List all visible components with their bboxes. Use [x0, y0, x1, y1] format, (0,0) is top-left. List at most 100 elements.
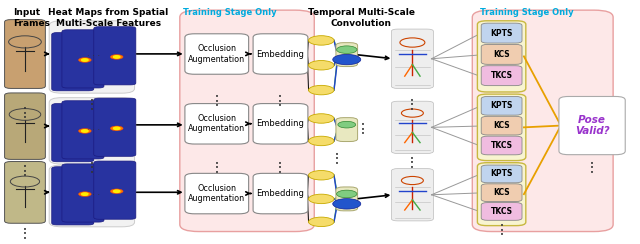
Circle shape [308, 194, 334, 204]
FancyBboxPatch shape [392, 29, 433, 88]
FancyBboxPatch shape [49, 21, 134, 93]
FancyBboxPatch shape [185, 173, 248, 214]
Circle shape [113, 127, 120, 130]
Text: Input
Frames: Input Frames [13, 9, 50, 28]
FancyBboxPatch shape [481, 184, 522, 202]
FancyBboxPatch shape [336, 43, 358, 67]
Circle shape [113, 190, 120, 193]
FancyBboxPatch shape [180, 10, 314, 232]
Text: •
•
•: • • • [278, 94, 282, 109]
FancyBboxPatch shape [481, 203, 522, 220]
FancyBboxPatch shape [392, 101, 433, 153]
Circle shape [308, 36, 334, 45]
Circle shape [79, 58, 92, 62]
FancyBboxPatch shape [62, 30, 104, 88]
FancyBboxPatch shape [185, 34, 248, 74]
FancyBboxPatch shape [481, 96, 522, 115]
Text: •
•
•: • • • [23, 106, 27, 121]
Text: TKCS: TKCS [491, 207, 513, 216]
Text: •
•
•: • • • [361, 122, 365, 137]
Text: •
•
•: • • • [278, 161, 282, 176]
Text: TKCS: TKCS [491, 71, 513, 80]
Circle shape [308, 136, 334, 146]
Text: •
•
•: • • • [23, 227, 27, 242]
FancyBboxPatch shape [472, 10, 613, 232]
FancyBboxPatch shape [253, 173, 308, 214]
Text: · · ·: · · · [87, 52, 100, 61]
Circle shape [338, 121, 356, 128]
FancyBboxPatch shape [477, 163, 526, 226]
FancyBboxPatch shape [481, 136, 522, 155]
Circle shape [308, 85, 334, 95]
Text: Training Stage Only: Training Stage Only [480, 9, 574, 18]
FancyBboxPatch shape [49, 98, 134, 164]
Text: •
•
•: • • • [215, 161, 219, 176]
Text: •
•
•: • • • [500, 223, 504, 238]
Circle shape [110, 189, 123, 194]
Text: Occlusion
Augmentation: Occlusion Augmentation [188, 44, 245, 64]
Text: Temporal Multi-Scale
Convolution: Temporal Multi-Scale Convolution [308, 9, 415, 28]
FancyBboxPatch shape [559, 96, 625, 155]
FancyBboxPatch shape [62, 164, 104, 222]
FancyBboxPatch shape [185, 103, 248, 144]
Text: •
•
•: • • • [335, 152, 339, 167]
Text: •
•
•: • • • [215, 94, 219, 109]
Text: KPTS: KPTS [490, 101, 513, 110]
Circle shape [110, 126, 123, 131]
FancyBboxPatch shape [477, 21, 526, 92]
FancyBboxPatch shape [477, 94, 526, 161]
FancyBboxPatch shape [94, 27, 136, 85]
Text: Pose
Valid?: Pose Valid? [575, 115, 609, 136]
Text: KCS: KCS [493, 50, 510, 59]
FancyBboxPatch shape [4, 93, 45, 159]
Circle shape [337, 190, 357, 198]
Circle shape [308, 171, 334, 180]
Text: KCS: KCS [493, 188, 510, 197]
FancyBboxPatch shape [52, 167, 94, 225]
Circle shape [308, 217, 334, 227]
Circle shape [333, 199, 361, 209]
Text: •
•
•: • • • [23, 164, 27, 179]
Text: · · ·: · · · [87, 192, 100, 200]
Text: Training Stage Only: Training Stage Only [182, 9, 276, 18]
Text: Embedding: Embedding [257, 119, 305, 128]
FancyBboxPatch shape [481, 165, 522, 183]
Text: KPTS: KPTS [490, 29, 513, 38]
Text: TKCS: TKCS [491, 141, 513, 150]
Text: Embedding: Embedding [257, 50, 305, 59]
FancyBboxPatch shape [94, 161, 136, 219]
FancyBboxPatch shape [336, 187, 358, 211]
FancyBboxPatch shape [481, 66, 522, 86]
Text: KPTS: KPTS [490, 169, 513, 178]
Circle shape [82, 59, 88, 61]
FancyBboxPatch shape [481, 116, 522, 135]
Text: •
•
•: • • • [410, 98, 414, 113]
Text: •
•
•: • • • [590, 161, 594, 176]
FancyBboxPatch shape [392, 169, 433, 221]
Text: Occlusion
Augmentation: Occlusion Augmentation [188, 114, 245, 133]
Text: •
•
•: • • • [410, 156, 414, 171]
Text: •
•
•: • • • [90, 98, 94, 113]
FancyBboxPatch shape [49, 165, 134, 227]
Circle shape [308, 61, 334, 70]
Circle shape [82, 130, 88, 132]
Text: KCS: KCS [493, 121, 510, 130]
Text: · · ·: · · · [87, 126, 100, 135]
FancyBboxPatch shape [481, 23, 522, 43]
Circle shape [110, 55, 123, 59]
Circle shape [82, 193, 88, 195]
FancyBboxPatch shape [481, 44, 522, 64]
FancyBboxPatch shape [52, 33, 94, 91]
FancyBboxPatch shape [62, 101, 104, 159]
FancyBboxPatch shape [94, 98, 136, 156]
FancyBboxPatch shape [4, 162, 45, 223]
FancyBboxPatch shape [253, 103, 308, 144]
FancyBboxPatch shape [52, 103, 94, 162]
Circle shape [333, 54, 361, 65]
Text: Heat Maps from Spatial
Multi-Scale Features: Heat Maps from Spatial Multi-Scale Featu… [48, 9, 168, 28]
Circle shape [337, 46, 357, 53]
Text: Occlusion
Augmentation: Occlusion Augmentation [188, 184, 245, 203]
Text: Embedding: Embedding [257, 189, 305, 198]
Text: •
•
•: • • • [90, 161, 94, 176]
Circle shape [79, 192, 92, 196]
